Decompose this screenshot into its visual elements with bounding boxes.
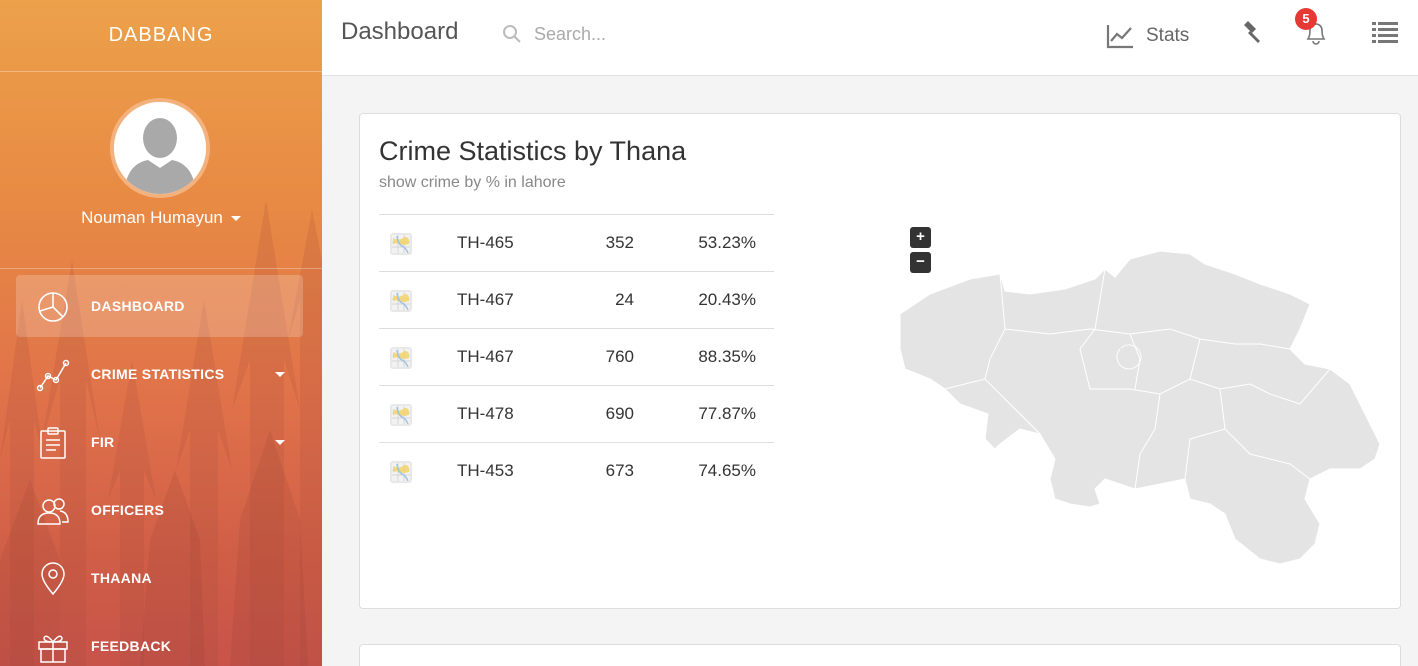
- bell-icon[interactable]: [1302, 18, 1330, 46]
- sidebar: DABBANG Nouman Humayun DASHBOARD CRIME S…: [0, 0, 322, 666]
- map-thumbnail-icon: [389, 403, 413, 427]
- list-icon[interactable]: [1372, 20, 1398, 44]
- caret-down-icon: [275, 439, 285, 445]
- map-thumbnail-icon: [389, 232, 413, 256]
- top-bar: Dashboard Stats 5: [322, 0, 1418, 76]
- table-row[interactable]: TH-465 352 53.23%: [379, 215, 774, 272]
- crime-count: 352: [605, 233, 634, 252]
- clipboard-icon: [36, 426, 70, 460]
- sidebar-item-label: FIR: [91, 434, 115, 450]
- thana-table: TH-465 352 53.23% TH-467 24 20.43% TH-467 760 88…: [379, 214, 774, 500]
- sidebar-item-officers[interactable]: OFFICERS: [16, 479, 303, 541]
- table-row[interactable]: TH-453 673 74.65%: [379, 443, 774, 500]
- sidebar-item-label: DASHBOARD: [91, 298, 185, 314]
- map-thumbnail-icon: [389, 346, 413, 370]
- sidebar-item-label: CRIME STATISTICS: [91, 366, 225, 382]
- caret-down-icon: [230, 216, 241, 222]
- stats-label: Stats: [1146, 25, 1190, 46]
- caret-down-icon: [275, 371, 285, 377]
- crime-percent: 77.87%: [698, 404, 756, 423]
- zoom-in-button[interactable]: +: [910, 227, 931, 248]
- table-row[interactable]: TH-467 24 20.43%: [379, 272, 774, 329]
- forest-background: [0, 200, 322, 666]
- thana-code: TH-453: [457, 461, 514, 480]
- crime-count: 673: [605, 461, 634, 480]
- users-icon: [36, 494, 70, 528]
- search-icon[interactable]: [502, 24, 522, 44]
- notification-badge: 5: [1295, 8, 1317, 30]
- thana-code: TH-467: [457, 290, 514, 309]
- gift-icon: [36, 630, 70, 664]
- sidebar-item-thaana[interactable]: THAANA: [16, 547, 303, 609]
- zoom-out-button[interactable]: −: [910, 252, 931, 273]
- sidebar-item-label: FEEDBACK: [91, 638, 172, 654]
- divider: [0, 268, 322, 269]
- map-thumbnail-icon: [389, 289, 413, 313]
- region-map[interactable]: [890, 229, 1390, 574]
- pie-chart-icon: [36, 290, 70, 324]
- map-thumbnail-icon: [389, 460, 413, 484]
- crime-percent: 53.23%: [698, 233, 756, 252]
- table-row[interactable]: TH-478 690 77.87%: [379, 386, 774, 443]
- card-subtitle: show crime by % in lahore: [379, 174, 566, 191]
- sidebar-item-label: OFFICERS: [91, 502, 165, 518]
- crime-percent: 88.35%: [698, 347, 756, 366]
- crime-count: 690: [605, 404, 634, 423]
- sidebar-item-label: THAANA: [91, 570, 152, 586]
- crime-count: 24: [615, 290, 634, 309]
- thana-code: TH-467: [457, 347, 514, 366]
- user-silhouette-icon: [114, 102, 206, 194]
- line-chart-icon: [36, 358, 70, 392]
- avatar[interactable]: [110, 98, 210, 198]
- crime-count: 760: [605, 347, 634, 366]
- sidebar-item-dashboard[interactable]: DASHBOARD: [16, 275, 303, 337]
- map-pin-icon: [36, 562, 70, 596]
- secondary-card: [359, 644, 1401, 666]
- sidebar-item-feedback[interactable]: FEEDBACK: [16, 615, 303, 666]
- sidebar-item-fir[interactable]: FIR: [16, 411, 303, 473]
- page-title: Dashboard: [341, 18, 459, 45]
- gavel-icon[interactable]: [1236, 18, 1264, 46]
- table-row[interactable]: TH-467 760 88.35%: [379, 329, 774, 386]
- thana-code: TH-478: [457, 404, 514, 423]
- area-chart-icon: [1106, 25, 1133, 49]
- card-title: Crime Statistics by Thana: [379, 136, 687, 166]
- crime-percent: 20.43%: [698, 290, 756, 309]
- user-name: Nouman Humayun: [81, 208, 223, 227]
- thana-code: TH-465: [457, 233, 514, 252]
- sidebar-item-crime-statistics[interactable]: CRIME STATISTICS: [16, 343, 303, 405]
- user-menu[interactable]: Nouman Humayun: [0, 208, 322, 228]
- crime-statistics-card: Crime Statistics by Thana show crime by …: [359, 113, 1401, 609]
- crime-percent: 74.65%: [698, 461, 756, 480]
- stats-button[interactable]: Stats: [1106, 20, 1189, 52]
- search-input[interactable]: [534, 18, 834, 50]
- app-brand[interactable]: DABBANG: [0, 0, 322, 72]
